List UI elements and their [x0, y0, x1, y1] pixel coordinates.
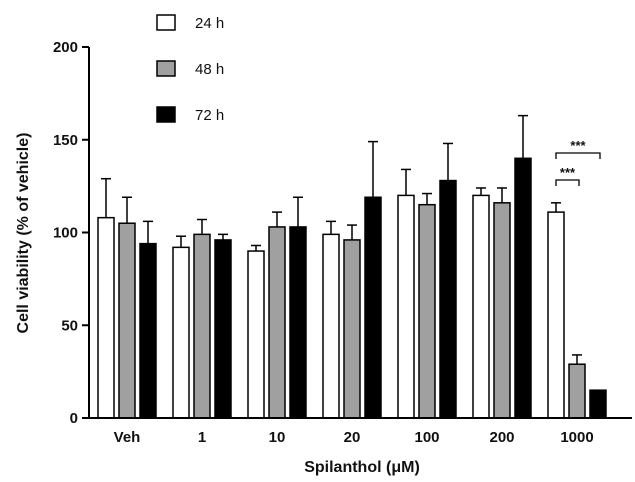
y-tick-label: 50 — [61, 317, 78, 334]
x-tick-label: 20 — [344, 429, 361, 446]
y-axis-label: Cell viability (% of vehicle) — [15, 133, 32, 334]
x-tick-label: 1000 — [560, 429, 593, 446]
legend-label: 24 h — [195, 15, 224, 32]
x-tick-label: 1 — [198, 429, 206, 446]
plot-area: *** *** — [97, 114, 607, 419]
significance-label: *** — [570, 138, 586, 153]
bar-72h-100 — [439, 179, 457, 419]
x-tick-label: Veh — [114, 429, 141, 446]
x-tick-label: 200 — [489, 429, 514, 446]
bar-48h-1000 — [568, 363, 586, 419]
legend-label: 72 h — [195, 107, 224, 124]
bar-72h-20 — [364, 196, 382, 419]
bar-48h-20 — [343, 239, 361, 419]
legend-swatch — [156, 106, 176, 123]
axes: 0 50 100 150 200 Veh 1 10 20 100 200 1000 — [53, 39, 632, 446]
significance-bracket — [555, 179, 580, 186]
y-tick-label: 100 — [53, 225, 78, 242]
bar-48h-100 — [418, 203, 436, 419]
bar-48h-1 — [193, 233, 211, 419]
bar-48h-10 — [268, 226, 286, 419]
legend-swatch — [156, 60, 176, 77]
bar-72h-1 — [214, 239, 232, 419]
bar-24h-1000 — [547, 211, 565, 419]
bar-48h-200 — [493, 202, 511, 419]
x-axis-label: Spilanthol (μM) — [304, 459, 420, 476]
significance-bracket — [555, 152, 601, 159]
bar-24h-10 — [247, 250, 265, 419]
bar-72h-1000 — [589, 389, 607, 419]
bar-24h-20 — [322, 233, 340, 419]
y-tick-label: 0 — [70, 410, 78, 427]
bar-24h-1 — [172, 246, 190, 419]
bar-48h-Veh — [118, 222, 136, 419]
x-tick-label: 10 — [269, 429, 286, 446]
bar-72h-200 — [514, 157, 532, 419]
x-tick-label: 100 — [414, 429, 439, 446]
legend: 24 h 48 h 72 h — [156, 14, 224, 124]
legend-label: 48 h — [195, 61, 224, 78]
bar-24h-100 — [397, 194, 415, 419]
legend-swatch — [156, 14, 176, 31]
bar-72h-Veh — [139, 242, 157, 419]
bar-24h-Veh — [97, 216, 115, 419]
y-tick-label: 150 — [53, 132, 78, 149]
significance-label: *** — [560, 165, 576, 180]
y-tick-label: 200 — [53, 39, 78, 56]
bar-24h-200 — [472, 194, 490, 419]
bar-72h-10 — [289, 226, 307, 419]
